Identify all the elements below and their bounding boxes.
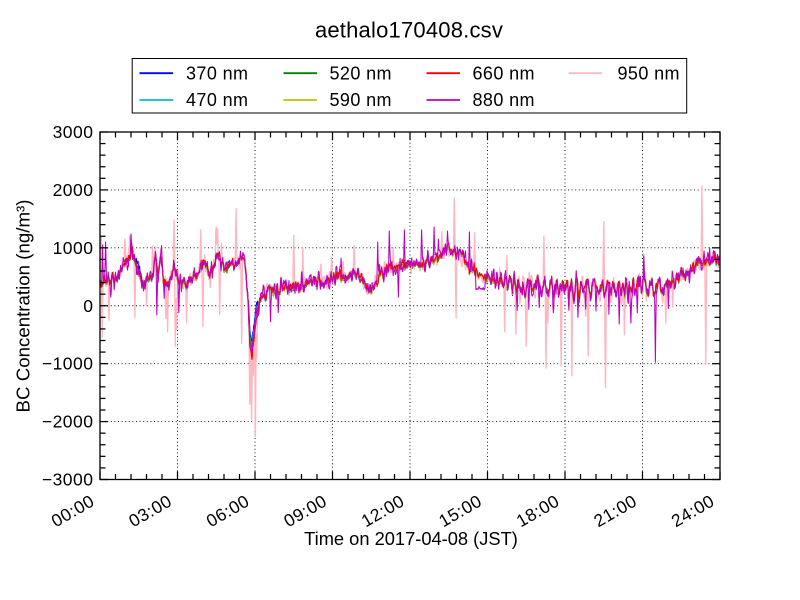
svg-text:−1000: −1000 xyxy=(42,354,94,374)
svg-text:−2000: −2000 xyxy=(42,412,94,432)
svg-text:1000: 1000 xyxy=(53,238,94,258)
svg-text:0: 0 xyxy=(83,296,93,316)
svg-text:950 nm: 950 nm xyxy=(618,63,680,83)
svg-text:520 nm: 520 nm xyxy=(330,63,392,83)
svg-text:590 nm: 590 nm xyxy=(330,90,392,110)
svg-text:2000: 2000 xyxy=(53,180,94,200)
svg-text:Time on 2017-04-08 (JST): Time on 2017-04-08 (JST) xyxy=(304,528,518,549)
svg-text:370 nm: 370 nm xyxy=(186,63,248,83)
svg-text:aethalo170408.csv: aethalo170408.csv xyxy=(315,18,503,43)
svg-text:470 nm: 470 nm xyxy=(186,90,248,110)
svg-text:3000: 3000 xyxy=(53,122,94,142)
svg-text:BC Concentration (ng/m³): BC Concentration (ng/m³) xyxy=(13,200,34,413)
svg-text:660 nm: 660 nm xyxy=(473,63,535,83)
svg-text:880 nm: 880 nm xyxy=(473,90,535,110)
svg-text:−3000: −3000 xyxy=(42,470,94,490)
